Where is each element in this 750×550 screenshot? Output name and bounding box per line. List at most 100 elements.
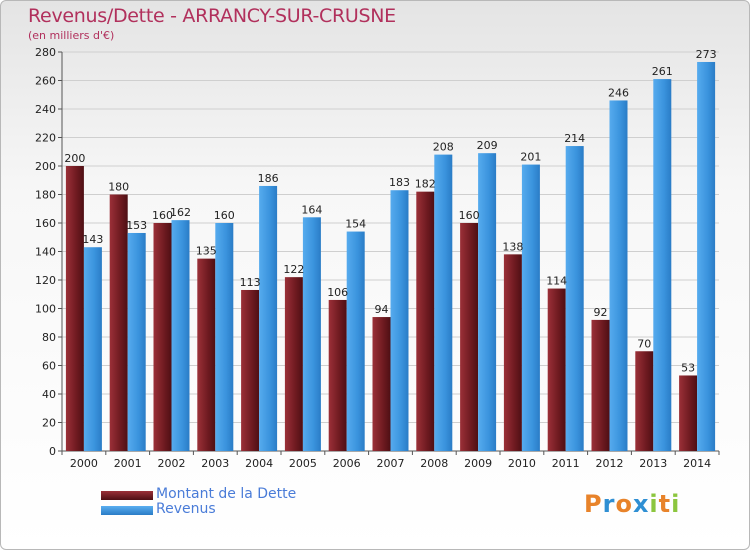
proxiti-logo: Proxiti	[584, 490, 680, 518]
data-label: 180	[108, 181, 129, 194]
x-tick-label: 2000	[70, 457, 98, 470]
x-tick-label: 2010	[508, 457, 536, 470]
bar-revenus	[171, 220, 190, 451]
x-tick-label: 2012	[596, 457, 624, 470]
legend-label-revenus: Revenus	[156, 501, 216, 517]
y-tick-label: 220	[35, 132, 56, 145]
x-tick-label: 2008	[420, 457, 448, 470]
x-tick-label: 2003	[201, 457, 229, 470]
data-label: 94	[375, 303, 389, 316]
data-label: 70	[637, 337, 651, 350]
bar-revenus	[434, 154, 453, 451]
bar-revenus	[390, 190, 409, 451]
y-tick-label: 40	[42, 388, 56, 401]
legend-swatch-revenus	[101, 506, 153, 515]
data-label: 154	[345, 218, 366, 231]
bar-revenus	[259, 185, 278, 451]
bar-dette	[372, 317, 391, 451]
data-label: 182	[415, 178, 436, 191]
logo-letter: x	[632, 490, 650, 518]
chart-title: Revenus/Dette - ARRANCY-SUR-CRUSNE	[28, 5, 396, 27]
bar-dette	[328, 299, 347, 451]
data-label: 153	[126, 219, 147, 232]
bar-dette	[503, 254, 522, 451]
data-label: 214	[564, 132, 585, 145]
bar-revenus	[83, 247, 102, 451]
data-label: 160	[152, 209, 173, 222]
data-label: 200	[64, 152, 85, 165]
data-label: 138	[502, 240, 523, 253]
y-tick-label: 120	[35, 274, 56, 287]
data-label: 92	[594, 306, 608, 319]
data-label: 261	[652, 65, 673, 78]
bar-dette	[460, 223, 479, 451]
data-label: 164	[301, 203, 322, 216]
bar-revenus	[302, 217, 321, 451]
y-tick-label: 140	[35, 246, 56, 259]
data-label: 183	[389, 176, 410, 189]
x-tick-label: 2006	[333, 457, 361, 470]
data-label: 106	[327, 286, 348, 299]
y-tick-label: 260	[35, 75, 56, 88]
x-tick-label: 2014	[683, 457, 711, 470]
logo-letter: i	[649, 490, 659, 518]
data-label: 201	[520, 151, 541, 164]
y-tick-label: 60	[42, 360, 56, 373]
bar-dette	[679, 375, 698, 451]
logo-letter: i	[671, 490, 681, 518]
y-tick-label: 180	[35, 189, 56, 202]
x-tick-label: 2007	[377, 457, 405, 470]
data-label: 273	[696, 48, 717, 61]
bar-revenus	[346, 231, 365, 451]
data-label: 122	[283, 263, 304, 276]
bar-dette	[416, 191, 435, 451]
data-label: 53	[681, 361, 695, 374]
data-label: 113	[240, 276, 261, 289]
y-tick-label: 240	[35, 103, 56, 116]
bar-dette	[153, 223, 172, 451]
bar-revenus	[609, 100, 628, 451]
bar-revenus	[215, 223, 234, 451]
x-tick-label: 2005	[289, 457, 317, 470]
data-label: 246	[608, 86, 629, 99]
y-tick-label: 200	[35, 160, 56, 173]
data-label: 208	[433, 141, 454, 154]
data-label: 162	[170, 206, 191, 219]
data-label: 209	[477, 139, 498, 152]
data-label: 160	[459, 209, 480, 222]
chart-subtitle: (en milliers d'€)	[28, 29, 115, 42]
data-label: 186	[258, 172, 279, 185]
bar-dette	[591, 319, 610, 451]
logo-letter: P	[584, 490, 603, 518]
bar-revenus	[127, 232, 146, 451]
bar-revenus	[697, 61, 716, 451]
bar-revenus	[521, 164, 540, 451]
x-tick-label: 2011	[552, 457, 580, 470]
x-tick-label: 2002	[158, 457, 186, 470]
data-label: 135	[196, 245, 217, 258]
bar-dette	[241, 289, 260, 451]
y-tick-label: 20	[42, 417, 56, 430]
y-tick-label: 80	[42, 331, 56, 344]
bar-dette	[284, 277, 303, 451]
bar-dette	[65, 166, 84, 451]
bar-dette	[547, 288, 566, 451]
data-label: 160	[214, 209, 235, 222]
y-tick-label: 100	[35, 303, 56, 316]
x-tick-label: 2009	[464, 457, 492, 470]
data-label: 114	[546, 275, 567, 288]
data-labels: 2001431801531601621351601131861221641061…	[64, 48, 716, 375]
axes: 0 20 40 60 80 100 120 140 160 180 200 220 240 260 280 2…	[35, 46, 720, 470]
x-tick-label: 2001	[114, 457, 142, 470]
y-tick-label: 160	[35, 217, 56, 230]
bar-revenus	[565, 146, 584, 452]
data-label: 143	[82, 233, 103, 246]
bar-dette	[635, 351, 654, 451]
bar-dette	[109, 194, 128, 451]
bars	[65, 61, 716, 452]
y-tick-label: 0	[49, 445, 56, 458]
x-tick-label: 2004	[245, 457, 273, 470]
legend-swatch-dette	[101, 491, 153, 500]
